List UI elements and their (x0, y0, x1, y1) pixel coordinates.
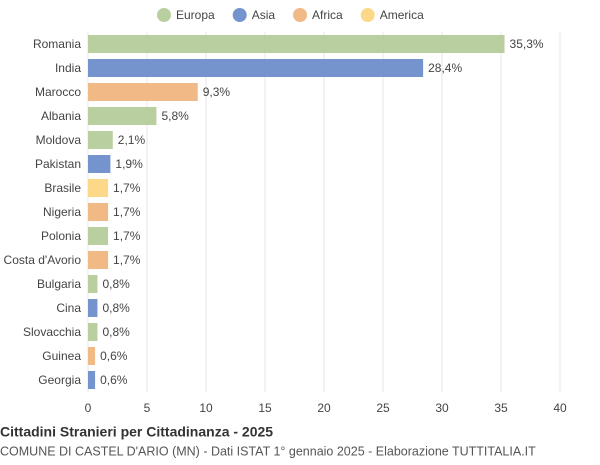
bar (88, 323, 98, 341)
value-label: 0,8% (102, 301, 130, 315)
value-label: 9,3% (203, 85, 231, 99)
y-tick-label: Guinea (42, 349, 81, 363)
y-tick-label: Georgia (38, 373, 81, 387)
y-tick-label: Polonia (41, 229, 81, 243)
value-label: 1,7% (113, 229, 141, 243)
bar (88, 35, 505, 53)
bar (88, 131, 113, 149)
y-tick-label: Costa d'Avorio (4, 253, 82, 267)
x-tick-label: 10 (199, 401, 213, 415)
y-tick-label: Moldova (36, 133, 82, 147)
bar (88, 155, 111, 173)
y-tick-label: Albania (41, 109, 81, 123)
value-label: 1,7% (113, 181, 141, 195)
bar (88, 299, 98, 317)
y-tick-label: Pakistan (35, 157, 81, 171)
x-tick-label: 0 (85, 401, 92, 415)
x-tick-label: 20 (317, 401, 331, 415)
y-tick-label: Slovacchia (23, 325, 81, 339)
value-label: 0,8% (102, 277, 130, 291)
value-label: 2,1% (118, 133, 146, 147)
x-tick-label: 25 (376, 401, 390, 415)
legend-label: Europa (176, 8, 215, 22)
bar (88, 203, 109, 221)
x-tick-label: 35 (494, 401, 508, 415)
value-label: 0,6% (100, 349, 128, 363)
value-label: 0,8% (102, 325, 130, 339)
value-label: 5,8% (161, 109, 189, 123)
legend-marker (293, 8, 308, 22)
x-tick-label: 40 (553, 401, 567, 415)
y-tick-label: Romania (33, 37, 81, 51)
legend-label: Africa (312, 8, 343, 22)
legend-label: America (380, 8, 424, 22)
bar (88, 227, 109, 245)
value-label: 1,9% (115, 157, 143, 171)
y-tick-label: Bulgaria (37, 277, 81, 291)
bar (88, 371, 96, 389)
value-label: 1,7% (113, 253, 141, 267)
y-tick-label: Cina (56, 301, 81, 315)
bar (88, 251, 109, 269)
y-tick-label: Nigeria (43, 205, 81, 219)
value-label: 1,7% (113, 205, 141, 219)
chart-title: Cittadini Stranieri per Cittadinanza - 2… (0, 424, 273, 440)
bar (88, 107, 157, 125)
legend-label: Asia (252, 8, 276, 22)
bar (88, 347, 96, 365)
x-tick-label: 5 (144, 401, 151, 415)
legend-marker (360, 8, 375, 22)
value-label: 28,4% (428, 61, 462, 75)
x-tick-label: 15 (258, 401, 272, 415)
y-tick-label: India (55, 61, 81, 75)
legend-marker (157, 8, 171, 22)
legend-marker (232, 8, 247, 22)
value-label: 35,3% (510, 37, 544, 51)
y-tick-label: Brasile (44, 181, 81, 195)
x-tick-label: 30 (435, 401, 449, 415)
value-label: 0,6% (100, 373, 128, 387)
chart-subtitle: COMUNE DI CASTEL D'ARIO (MN) - Dati ISTA… (0, 444, 536, 458)
bar (88, 275, 98, 293)
bar (88, 83, 198, 101)
bar (88, 179, 109, 197)
bar (88, 59, 424, 77)
y-tick-label: Marocco (35, 85, 81, 99)
